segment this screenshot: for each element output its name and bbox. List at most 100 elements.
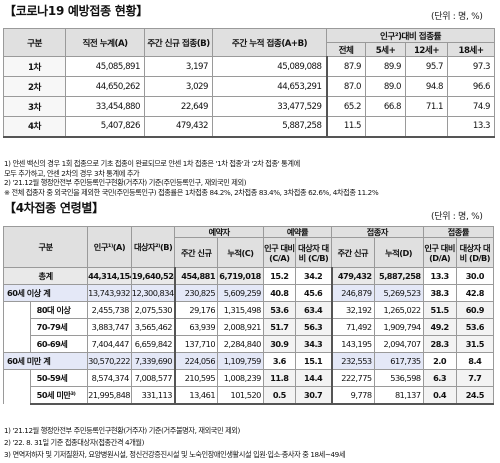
dose-cell: 3차 — [3, 96, 66, 117]
vacc-target-ratio-cell: 31.5 — [455, 335, 495, 353]
section1-unit: (단위 : 명, %) — [431, 12, 483, 22]
table-row: 60세 이상 계 13,743,932 12,300,834 230,825 5,609… — [2, 284, 495, 302]
vacc-target-ratio-cell: 24.5 — [455, 386, 495, 405]
table-row: 60세 미만 계 30,570,222 7,339,690 224,056 1,109,… — [2, 352, 495, 370]
header-rate-all: 전체 — [326, 42, 366, 57]
vacc-weekly-cell: 479,432 — [330, 267, 375, 285]
indent-cell — [3, 335, 31, 353]
section2-unit: (단위 : 명, %) — [431, 212, 483, 222]
vacc-weekly-cell: 71,492 — [330, 318, 375, 336]
reserve-target-ratio-cell: 15.1 — [294, 352, 333, 370]
header-reserve-rate-group: 예약률 — [262, 226, 333, 238]
header-vacc-group: 접종자 — [331, 226, 424, 238]
vacc-pop-ratio-cell: 28.3 — [422, 335, 457, 353]
target-cell: 7,339,690 — [130, 352, 176, 370]
table-row: 60-69세 7,404,447 6,659,842 137,710 2,284,840… — [3, 335, 495, 353]
reserve-pop-ratio-cell: 0.5 — [262, 386, 296, 405]
weekly-cumulative-cell: 33,477,529 — [212, 96, 327, 117]
dose-cell: 4차 — [3, 116, 66, 138]
header-weekly-cumulative: 주간 누적 접종(A+B) — [212, 28, 327, 57]
weekly-new-cell: 22,649 — [144, 96, 213, 117]
target-cell: 3,565,462 — [130, 318, 176, 336]
header-category: 구분 — [2, 226, 89, 268]
header-population: 인구¹⁾(A) — [87, 226, 132, 268]
table-row: 2차 44,650,262 3,029 44,653,291 87.0 89.0 94.8 9… — [3, 76, 496, 97]
rate-all-cell: 11.5 — [325, 116, 366, 138]
vacc-pop-ratio-cell: 6.3 — [422, 369, 457, 387]
reserve-target-ratio-cell: 30.7 — [294, 386, 333, 405]
rate-all-cell: 87.0 — [325, 76, 366, 97]
vacc-pop-ratio-cell: 49.2 — [422, 318, 457, 336]
vacc-cumulative-cell: 5,887,258 — [373, 267, 424, 285]
indent-cell — [3, 386, 31, 404]
rate-5-cell — [365, 116, 406, 138]
footnote: 2) '21.12월 행정안전부 주민등록인구현황(거주자) 기준(주민등록인구… — [4, 178, 247, 187]
section1-title: 【코로나19 예방접종 현황】 — [4, 4, 148, 18]
vacc-pop-ratio-cell: 51.5 — [422, 301, 457, 319]
footnote: 모두 추가하고, 얀센 2차의 경우 3차 통계에 추가 — [4, 168, 140, 178]
row-label: 60세 미만 계 — [2, 352, 89, 370]
vacc-target-ratio-cell: 60.9 — [455, 301, 495, 319]
row-label: 50-59세 — [29, 369, 89, 387]
weekly-new-cell: 479,432 — [144, 116, 213, 138]
population-cell: 44,314,154 — [87, 267, 132, 285]
reserve-pop-ratio-cell: 3.6 — [262, 352, 296, 370]
target-cell: 7,008,577 — [130, 369, 176, 387]
population-cell: 30,570,222 — [87, 352, 132, 370]
header-vacc-pop-ratio: 인구 대비 (D/A) — [422, 237, 457, 268]
reserve-pop-ratio-cell: 53.6 — [262, 301, 296, 319]
reserve-target-ratio-cell: 14.4 — [294, 369, 333, 387]
header-vacc-rate-group: 접종률 — [422, 226, 495, 238]
vacc-cumulative-cell: 617,735 — [373, 352, 424, 370]
vacc-weekly-cell: 143,195 — [330, 335, 375, 353]
vacc-target-ratio-cell: 8.4 — [455, 352, 495, 370]
target-cell: 2,075,530 — [130, 301, 176, 319]
table-row: 3차 33,454,880 22,649 33,477,529 65.2 66.8 71.1… — [3, 96, 496, 117]
row-label: 60세 이상 계 — [2, 284, 89, 302]
reserve-weekly-cell: 210,595 — [173, 369, 219, 387]
header-reserve-weekly: 주간 신규 — [174, 237, 219, 268]
population-cell: 3,883,747 — [87, 318, 132, 336]
header-weekly-new: 주간 신규 접종(B) — [144, 28, 213, 57]
header-rate-18: 18세+ — [446, 42, 496, 57]
prev-cumulative-cell: 5,407,826 — [65, 116, 145, 138]
population-cell: 7,404,447 — [87, 335, 132, 353]
reserve-pop-ratio-cell: 15.2 — [262, 267, 296, 285]
header-category: 구분 — [3, 28, 66, 57]
prev-cumulative-cell: 44,650,262 — [65, 76, 145, 97]
vacc-cumulative-cell: 2,094,707 — [373, 335, 424, 353]
footnote: 2) '22. 8. 31일 기준 접종대상자(접종간격 4개월) — [4, 438, 145, 447]
rate-5-cell: 66.8 — [365, 96, 406, 117]
table-row: 50세 미만³⁾ 21,995,848 331,113 13,461 101,520 0.… — [3, 386, 495, 405]
header-reserve-group: 예약자 — [174, 226, 264, 238]
indent-cell — [3, 318, 31, 336]
rate-5-cell: 89.9 — [365, 56, 406, 77]
weekly-cumulative-cell: 5,887,258 — [212, 116, 327, 138]
reserve-target-ratio-cell: 56.3 — [294, 318, 333, 336]
vacc-weekly-cell: 222,775 — [330, 369, 375, 387]
reserve-target-ratio-cell: 63.4 — [294, 301, 333, 319]
table-row: 1차 45,085,891 3,197 45,089,088 87.9 89.9 95.7 9… — [3, 56, 496, 77]
weekly-cumulative-cell: 44,653,291 — [212, 76, 327, 97]
vacc-weekly-cell: 32,192 — [330, 301, 375, 319]
fourth-dose-age-table: 구분 인구¹⁾(A) 대상자²⁾(B) 예약자 예약률 접종자 접종률 주간 신… — [2, 226, 495, 405]
header-reserve-cumulative: 누적(C) — [217, 237, 264, 268]
rate-12-cell: 94.8 — [405, 76, 448, 97]
reserve-weekly-cell: 454,881 — [173, 267, 219, 285]
rate-18-cell: 74.9 — [446, 96, 496, 117]
weekly-cumulative-cell: 45,089,088 — [212, 56, 327, 77]
footnote: 1) '21.12월 행정안전부 주민등록인구현황(거주자) 기준(거주불명자,… — [4, 426, 240, 435]
row-label: 70-79세 — [29, 318, 89, 336]
target-cell: 12,300,834 — [130, 284, 176, 302]
footnote: 3) 면역저하자 및 기저질환자, 요양병원시설, 정신건강증진시설 및 노숙인… — [4, 450, 346, 459]
weekly-new-cell: 3,029 — [144, 76, 213, 97]
header-target: 대상자²⁾(B) — [130, 226, 176, 268]
target-cell: 331,113 — [130, 386, 176, 405]
weekly-new-cell: 3,197 — [144, 56, 213, 77]
header-vacc-cumulative: 누적(D) — [373, 237, 424, 268]
reserve-weekly-cell: 230,825 — [173, 284, 219, 302]
vacc-target-ratio-cell: 7.7 — [455, 369, 495, 387]
reserve-cumulative-cell: 6,719,018 — [217, 267, 264, 285]
vacc-weekly-cell: 246,879 — [330, 284, 375, 302]
row-label: 80대 이상 — [29, 301, 89, 319]
